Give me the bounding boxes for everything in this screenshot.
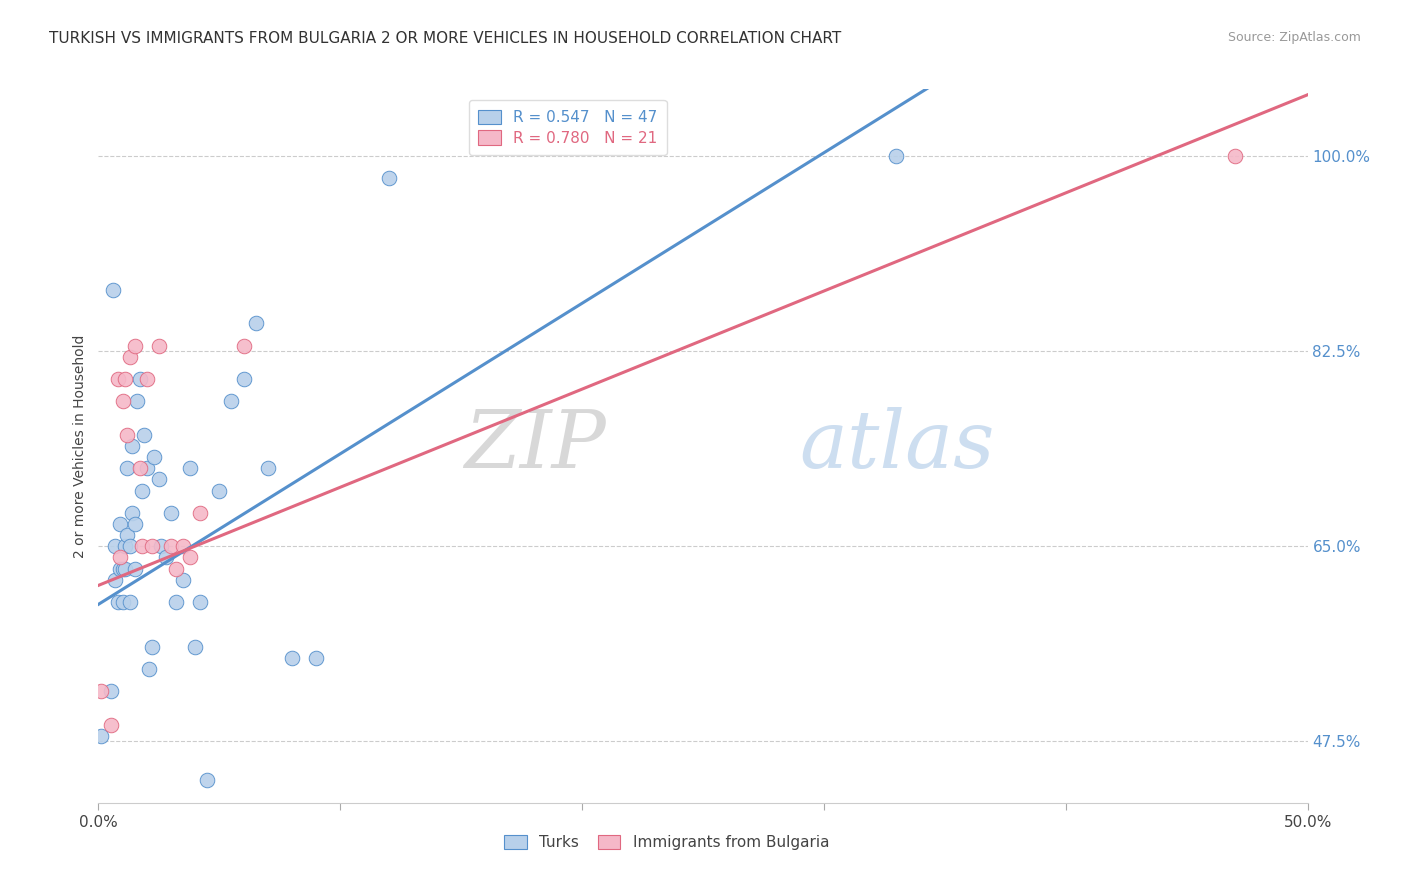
Point — [172, 573, 194, 587]
Point — [111, 595, 134, 609]
Point — [107, 595, 129, 609]
Point — [121, 506, 143, 520]
Point — [141, 539, 163, 553]
Text: ZIP: ZIP — [464, 408, 606, 484]
Point — [104, 573, 127, 587]
Point — [118, 595, 141, 609]
Point — [172, 539, 194, 553]
Point — [281, 651, 304, 665]
Point — [165, 562, 187, 576]
Point — [128, 372, 150, 386]
Point — [104, 539, 127, 553]
Point — [305, 651, 328, 665]
Point — [121, 439, 143, 453]
Point — [124, 516, 146, 531]
Point — [195, 773, 218, 788]
Point — [117, 428, 139, 442]
Y-axis label: 2 or more Vehicles in Household: 2 or more Vehicles in Household — [73, 334, 87, 558]
Point — [108, 516, 131, 531]
Point — [179, 550, 201, 565]
Point — [256, 461, 278, 475]
Point — [118, 350, 141, 364]
Point — [134, 428, 156, 442]
Point — [165, 595, 187, 609]
Point — [138, 662, 160, 676]
Point — [114, 372, 136, 386]
Point — [111, 394, 134, 409]
Point — [232, 339, 254, 353]
Legend: Turks, Immigrants from Bulgaria: Turks, Immigrants from Bulgaria — [495, 825, 838, 859]
Point — [377, 171, 399, 186]
Point — [160, 506, 183, 520]
Point — [135, 461, 157, 475]
Point — [101, 283, 124, 297]
Point — [221, 394, 243, 409]
Point — [148, 339, 170, 353]
Point — [155, 550, 177, 565]
Point — [100, 684, 122, 698]
Point — [188, 506, 211, 520]
Point — [124, 339, 146, 353]
Text: TURKISH VS IMMIGRANTS FROM BULGARIA 2 OR MORE VEHICLES IN HOUSEHOLD CORRELATION : TURKISH VS IMMIGRANTS FROM BULGARIA 2 OR… — [49, 31, 841, 46]
Text: Source: ZipAtlas.com: Source: ZipAtlas.com — [1227, 31, 1361, 45]
Point — [90, 684, 112, 698]
Point — [114, 539, 136, 553]
Point — [128, 461, 150, 475]
Point — [114, 562, 136, 576]
Text: atlas: atlas — [800, 408, 995, 484]
Point — [111, 562, 134, 576]
Point — [232, 372, 254, 386]
Point — [131, 483, 153, 498]
Point — [124, 562, 146, 576]
Point — [160, 539, 183, 553]
Point — [107, 372, 129, 386]
Point — [184, 640, 207, 654]
Point — [108, 562, 131, 576]
Point — [90, 729, 112, 743]
Point — [131, 539, 153, 553]
Point — [117, 528, 139, 542]
Point — [100, 717, 122, 731]
Point — [127, 394, 149, 409]
Point — [148, 473, 170, 487]
Point — [108, 550, 131, 565]
Point — [143, 450, 166, 465]
Point — [118, 539, 141, 553]
Point — [141, 640, 163, 654]
Point — [150, 539, 173, 553]
Point — [245, 317, 267, 331]
Point — [117, 461, 139, 475]
Point — [179, 461, 201, 475]
Point — [886, 149, 908, 163]
Point — [1223, 149, 1246, 163]
Point — [135, 372, 157, 386]
Point — [188, 595, 211, 609]
Point — [208, 483, 231, 498]
